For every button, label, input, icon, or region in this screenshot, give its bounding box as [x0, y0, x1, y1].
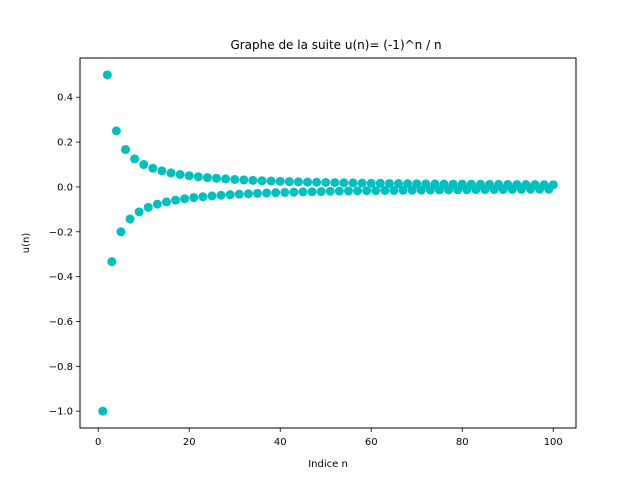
data-point: [275, 176, 285, 186]
data-point: [130, 154, 140, 164]
y-tick-label: −0.2: [49, 227, 73, 238]
data-point: [280, 187, 290, 197]
data-point: [102, 70, 112, 80]
data-point: [330, 178, 340, 188]
data-point: [121, 145, 130, 155]
data-point: [407, 185, 417, 195]
data-point: [293, 177, 303, 187]
x-tick-label: 100: [544, 437, 563, 448]
data-point: [384, 178, 394, 188]
data-point: [221, 174, 231, 184]
y-axis: −1.0 −0.8 −0.6 −0.4 −0.2 0.0 0.2 0.4: [49, 93, 80, 418]
data-point: [161, 197, 171, 207]
data-point: [316, 187, 326, 197]
data-point: [152, 199, 162, 209]
data-point: [225, 190, 235, 200]
data-point: [412, 179, 422, 189]
data-point: [362, 186, 372, 196]
data-point: [243, 189, 253, 199]
data-point: [262, 188, 272, 198]
data-point: [343, 186, 353, 196]
data-point: [257, 176, 267, 186]
data-point: [98, 406, 108, 416]
data-point: [389, 185, 399, 195]
data-point: [266, 176, 276, 186]
data-point: [184, 171, 194, 181]
data-point: [289, 187, 299, 197]
data-point: [180, 194, 190, 204]
data-point: [357, 178, 367, 188]
data-point: [307, 187, 317, 197]
data-point: [212, 173, 222, 183]
data-point: [216, 190, 226, 200]
data-point: [134, 207, 144, 217]
data-point: [171, 195, 181, 205]
data-point: [271, 188, 281, 198]
data-point: [202, 173, 212, 183]
plot-frame: [79, 57, 577, 429]
data-point: [116, 227, 126, 237]
chart-title: Graphe de la suite u(n)= (-1)^n / n: [230, 38, 441, 52]
data-point: [107, 257, 117, 267]
data-point: [111, 126, 121, 136]
data-point: [416, 185, 426, 195]
data-point: [143, 202, 153, 212]
data-point: [421, 179, 431, 189]
data-point: [380, 186, 390, 195]
data-point: [394, 179, 404, 189]
data-point: [353, 186, 363, 196]
data-point: [189, 193, 199, 203]
x-tick-label: 60: [365, 437, 378, 448]
y-tick-label: −0.8: [49, 362, 73, 373]
data-point: [403, 179, 413, 189]
y-tick-label: 0.0: [57, 182, 73, 193]
data-point: [166, 168, 176, 178]
data-point: [366, 178, 376, 188]
y-tick-label: 0.2: [57, 138, 73, 149]
y-tick-label: 0.4: [57, 93, 73, 104]
data-point: [198, 192, 208, 202]
data-point: [312, 177, 322, 187]
data-points: [98, 70, 558, 416]
data-point: [325, 186, 335, 196]
data-point: [175, 169, 185, 179]
data-point: [234, 189, 244, 199]
data-point: [321, 177, 331, 187]
x-axis: 0 20 40 60 80 100: [95, 428, 563, 448]
data-point: [398, 185, 408, 195]
data-point: [139, 160, 149, 170]
data-point: [207, 191, 217, 201]
data-point: [157, 166, 167, 176]
x-tick-label: 80: [456, 437, 469, 448]
data-point: [230, 174, 240, 184]
data-point: [193, 172, 203, 182]
data-point: [548, 180, 558, 190]
data-point: [348, 178, 358, 188]
data-point: [284, 177, 294, 187]
data-point: [252, 188, 262, 198]
data-point: [148, 163, 158, 173]
y-tick-label: −1.0: [49, 407, 73, 418]
y-axis-label: u(n): [21, 233, 32, 254]
data-point: [339, 178, 349, 188]
data-point: [375, 178, 385, 188]
data-point: [371, 186, 381, 196]
data-point: [248, 175, 258, 185]
y-tick-label: −0.4: [49, 272, 73, 283]
y-tick-label: −0.6: [49, 317, 73, 328]
data-point: [334, 186, 344, 196]
data-point: [239, 175, 249, 185]
x-axis-label: Indice n: [308, 459, 348, 470]
x-tick-label: 20: [183, 437, 196, 448]
x-tick-label: 40: [274, 437, 287, 448]
x-tick-label: 0: [95, 437, 101, 448]
data-point: [298, 187, 308, 197]
data-point: [125, 214, 135, 224]
data-point: [303, 177, 313, 187]
